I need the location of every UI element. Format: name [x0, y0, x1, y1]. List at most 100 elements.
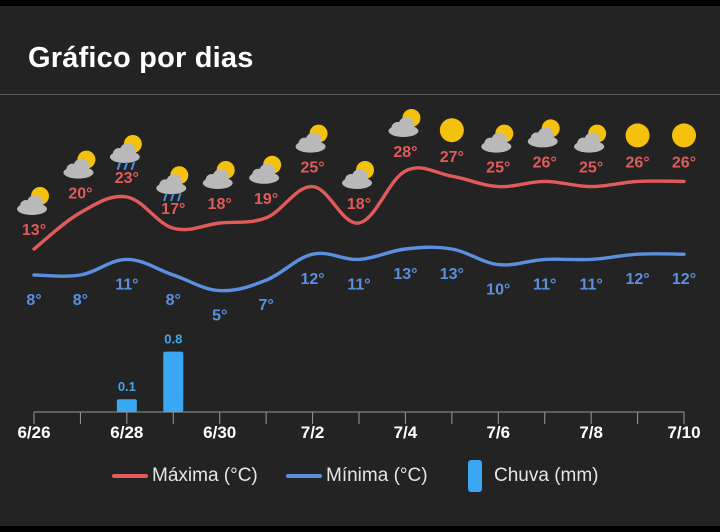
min-temp-label: 7°: [258, 297, 273, 314]
max-temp-label: 20°: [68, 186, 92, 203]
legend-swatch-min: [286, 474, 322, 478]
rain-bars-layer: 0.1 0.8: [116, 332, 184, 412]
max-temp-label: 27°: [440, 149, 464, 166]
min-temp-label: 11°: [347, 276, 370, 293]
rain-drop: [116, 162, 121, 170]
cloud-shape: [305, 132, 322, 149]
cloud-shape: [537, 127, 554, 144]
cloud-shape: [27, 195, 43, 211]
cloud-shape: [166, 174, 183, 191]
partly-cloudy-icon: [574, 124, 607, 153]
x-tick-label: 7/8: [579, 423, 603, 442]
min-temp-label: 11°: [115, 276, 138, 293]
cloud-shape: [119, 143, 136, 159]
sunny-icon: [439, 118, 464, 143]
partly-cloudy-icon: [388, 109, 421, 137]
sunny-icon: [672, 123, 696, 148]
min-temp-label: 8°: [73, 292, 88, 309]
legend-label-rain: Chuva (mm): [494, 465, 599, 486]
min-temp-label: 12°: [625, 271, 649, 288]
rain-drop: [177, 193, 182, 202]
min-temp-label: 11°: [533, 276, 556, 293]
weather-icons-layer: [17, 109, 696, 215]
max-temp-label: 25°: [300, 160, 324, 177]
sun-shape: [625, 123, 650, 148]
partly-cloudy-icon: [295, 124, 328, 153]
partly-cloudy-icon: [342, 161, 374, 189]
cloud-shape: [259, 163, 276, 180]
max-temp-label: 25°: [486, 160, 510, 177]
divider: [0, 94, 720, 95]
max-temp-label: 28°: [393, 144, 417, 161]
max-temp-label: 13°: [22, 222, 46, 239]
rain-icon: [109, 135, 142, 170]
max-temp-label: 18°: [208, 196, 232, 213]
min-temp-line: [32, 245, 686, 293]
rain-bar: [163, 351, 184, 412]
page-title: Gráfico por dias: [28, 42, 254, 74]
min-temp-label: 13°: [440, 266, 464, 283]
max-temp-line: [32, 166, 686, 251]
partly-cloudy-icon: [249, 155, 282, 184]
max-temp-label: 17°: [161, 201, 185, 218]
sun-shape: [672, 123, 696, 148]
legend-item-rain: Chuva (mm): [468, 458, 599, 494]
legend-item-max: Máxima (°C): [112, 458, 258, 494]
partly-cloudy-icon: [481, 124, 514, 153]
min-temp-label: 11°: [579, 276, 602, 293]
max-temp-label: 26°: [672, 154, 696, 171]
rain-drop: [163, 193, 168, 202]
min-temp-label: 10°: [486, 282, 510, 299]
header: Gráfico por dias: [0, 12, 720, 94]
sun-shape: [439, 118, 464, 143]
x-axis: 6/26 6/28 6/30 7/2 7/4 7/6 7/8 7/10: [17, 411, 701, 442]
legend-label-min: Mínima (°C): [326, 465, 428, 486]
cloud-shape: [73, 158, 90, 175]
cloud-shape: [352, 169, 368, 185]
min-temp-label: 5°: [212, 308, 227, 325]
weather-chart: 13° 20° 23° 17° 18° 19° 25° 18° 28° 27° 25° 26° 25° 2…: [17, 109, 701, 442]
x-tick-label: 7/2: [301, 423, 325, 442]
value-labels-layer: 13° 20° 23° 17° 18° 19° 25° 18° 28° 27° 25° 26° 25° 2…: [22, 144, 696, 325]
x-tick-label: 6/28: [110, 423, 143, 442]
x-tick-label: 7/6: [486, 423, 510, 442]
cloud-shape: [212, 169, 229, 185]
legend-label-max: Máxima (°C): [152, 465, 258, 486]
cloud-shape: [398, 117, 415, 133]
min-temp-label: 8°: [26, 292, 41, 309]
partly-cloudy-icon: [527, 119, 560, 148]
max-temp-label: 26°: [625, 154, 649, 171]
max-temp-label: 25°: [579, 160, 603, 177]
partly-cloudy-icon: [63, 150, 96, 179]
partly-cloudy-icon: [17, 187, 49, 215]
rain-drop: [170, 193, 175, 202]
max-temp-label: 26°: [533, 154, 557, 171]
x-tick-label: 7/4: [394, 423, 418, 442]
min-temp-label: 12°: [300, 271, 324, 288]
sunny-icon: [625, 123, 650, 148]
legend-swatch-max: [112, 474, 148, 478]
lines-layer: [32, 166, 686, 293]
x-tick-label: 7/10: [667, 423, 700, 442]
min-temp-label: 13°: [393, 266, 417, 283]
rain-drop: [123, 162, 128, 170]
max-temp-label: 19°: [254, 191, 278, 208]
cloud-shape: [584, 132, 601, 149]
max-temp-label: 18°: [347, 196, 371, 213]
rain-drop: [130, 162, 135, 170]
min-temp-label: 8°: [166, 292, 181, 309]
rain-icon: [156, 166, 189, 202]
legend-item-min: Mínima (°C): [286, 458, 428, 494]
rain-value-label: 0.1: [118, 379, 136, 394]
max-temp-label: 23°: [115, 170, 139, 187]
min-temp-label: 12°: [672, 271, 696, 288]
partly-cloudy-icon: [202, 161, 235, 189]
x-tick-label: 6/26: [17, 423, 50, 442]
cloud-shape: [491, 132, 508, 149]
legend: Máxima (°C) Mínima (°C) Chuva (mm): [0, 458, 720, 494]
x-tick-label: 6/30: [203, 423, 236, 442]
legend-swatch-rain: [468, 460, 482, 492]
rain-bar: [116, 399, 137, 412]
rain-value-label: 0.8: [164, 332, 182, 347]
